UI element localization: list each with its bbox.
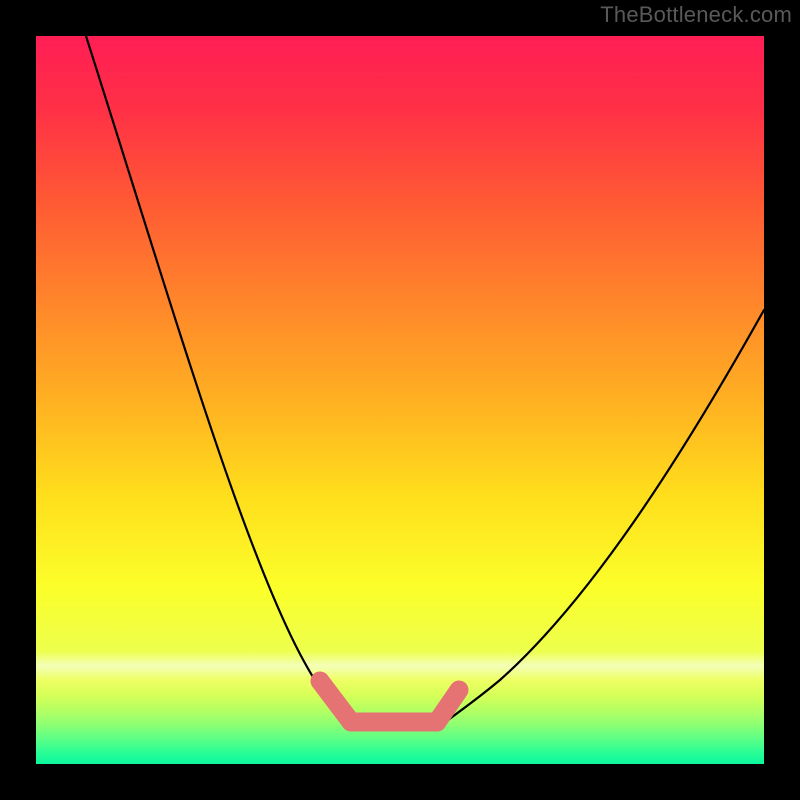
chart-gradient-bg xyxy=(36,36,764,764)
chart-root: TheBottleneck.com xyxy=(0,0,800,800)
watermark-text: TheBottleneck.com xyxy=(600,2,792,28)
chart-svg xyxy=(0,0,800,800)
